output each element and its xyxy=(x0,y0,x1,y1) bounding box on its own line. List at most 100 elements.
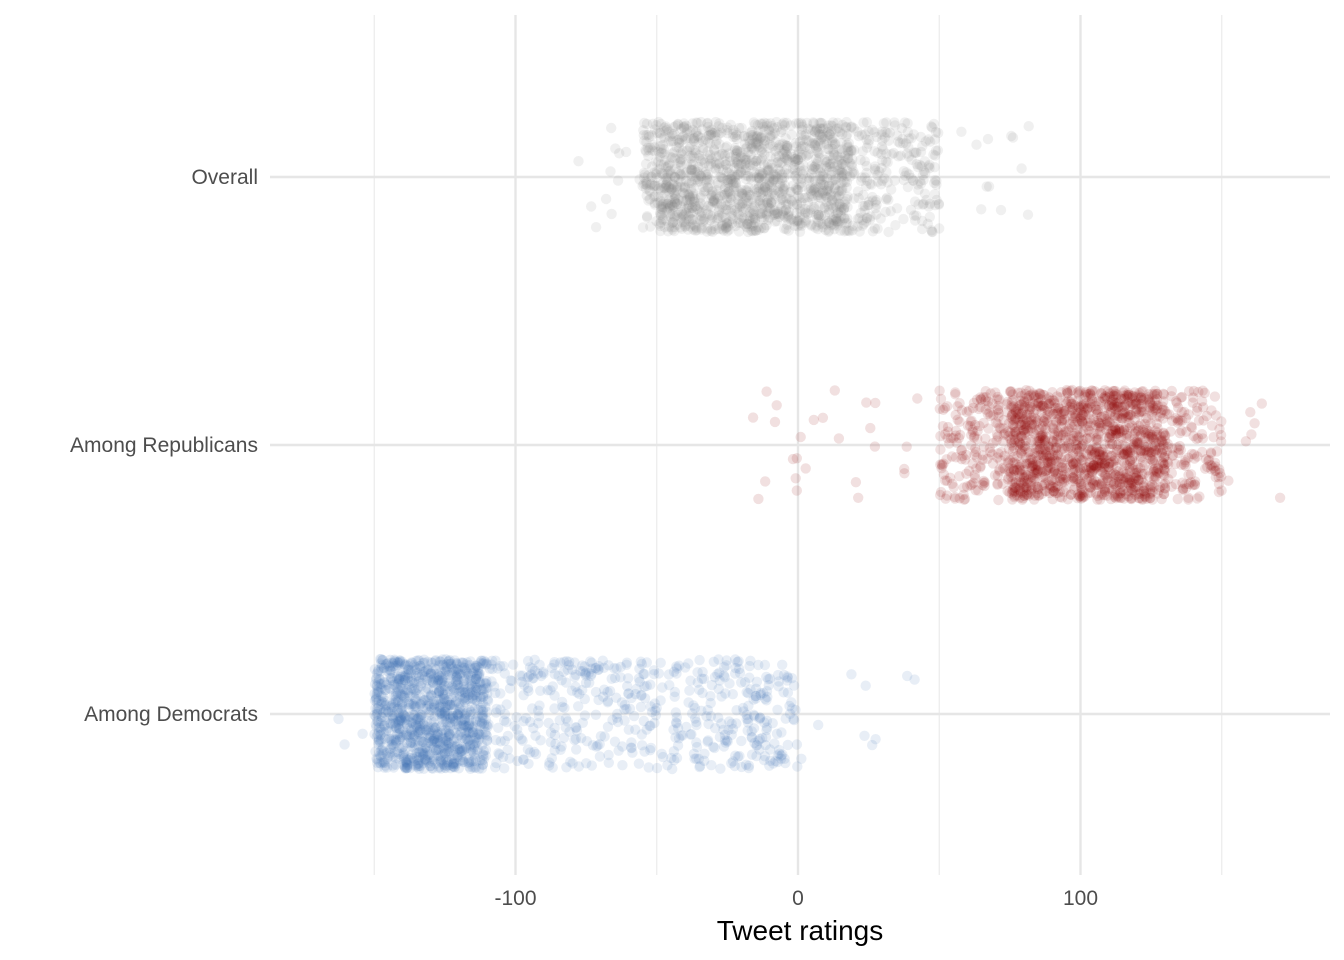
data-point xyxy=(736,188,747,199)
data-point xyxy=(1048,408,1060,420)
data-point xyxy=(1240,436,1252,447)
data-point xyxy=(828,132,839,143)
data-point xyxy=(413,727,424,738)
data-point xyxy=(893,151,904,162)
data-point xyxy=(870,397,881,409)
data-point xyxy=(453,707,464,718)
data-point xyxy=(782,154,793,165)
data-point xyxy=(734,199,745,210)
data-point xyxy=(641,657,652,668)
data-point xyxy=(730,154,742,165)
data-point xyxy=(852,186,864,197)
data-point xyxy=(720,737,731,748)
data-point xyxy=(657,201,668,212)
data-point xyxy=(786,129,797,140)
data-point xyxy=(862,200,874,211)
data-point xyxy=(744,159,755,171)
data-point xyxy=(1015,387,1026,398)
data-point xyxy=(841,131,852,142)
data-point xyxy=(740,221,752,232)
data-point xyxy=(719,156,731,167)
data-point xyxy=(687,202,698,213)
data-point xyxy=(642,170,654,181)
data-point xyxy=(761,209,772,221)
x-tick-label-0: -100 xyxy=(494,887,536,910)
data-point xyxy=(831,123,842,134)
data-point xyxy=(899,117,911,128)
data-point xyxy=(753,180,765,191)
data-point xyxy=(746,143,757,154)
data-point xyxy=(1187,392,1199,403)
data-point xyxy=(817,412,829,423)
data-point xyxy=(580,668,591,679)
data-point xyxy=(410,761,422,772)
data-point xyxy=(770,190,781,201)
data-point xyxy=(667,199,678,211)
data-point xyxy=(812,191,824,202)
data-point xyxy=(813,135,824,147)
data-point xyxy=(799,203,811,215)
data-point xyxy=(825,169,837,181)
data-point xyxy=(1128,475,1140,486)
data-point xyxy=(825,189,837,200)
data-point xyxy=(852,213,864,224)
data-point xyxy=(400,763,411,774)
data-point xyxy=(777,210,789,221)
data-point xyxy=(679,188,690,200)
data-point xyxy=(732,158,743,169)
data-point xyxy=(681,167,692,178)
data-point xyxy=(933,199,945,210)
data-point xyxy=(650,156,662,167)
data-point xyxy=(733,217,744,228)
data-point xyxy=(504,683,516,694)
data-point xyxy=(738,131,749,142)
data-point xyxy=(732,146,744,157)
data-point xyxy=(490,734,501,746)
data-point xyxy=(649,167,660,178)
data-point xyxy=(678,210,689,222)
data-points xyxy=(333,116,1286,775)
data-point xyxy=(808,118,820,129)
data-point xyxy=(649,146,661,157)
data-point xyxy=(681,721,692,733)
data-point xyxy=(769,188,780,200)
data-point xyxy=(772,164,784,175)
data-point xyxy=(721,222,732,233)
data-point xyxy=(721,141,732,152)
data-point xyxy=(757,732,768,744)
data-point xyxy=(872,176,884,187)
data-point xyxy=(790,170,801,181)
data-point xyxy=(948,482,959,493)
data-point xyxy=(695,170,706,182)
data-point xyxy=(678,118,690,129)
data-point xyxy=(689,164,700,175)
data-point xyxy=(833,433,845,444)
data-point xyxy=(564,656,575,667)
data-point xyxy=(667,224,678,235)
data-point xyxy=(549,657,560,668)
data-point xyxy=(822,183,834,195)
data-point xyxy=(425,668,436,680)
data-point xyxy=(669,691,680,702)
data-point xyxy=(712,193,723,204)
data-point xyxy=(836,170,848,181)
data-point xyxy=(1110,424,1121,435)
data-point xyxy=(978,417,989,429)
data-point xyxy=(665,168,677,179)
data-point xyxy=(917,169,929,181)
data-point xyxy=(752,131,763,142)
data-point xyxy=(778,148,789,159)
data-point xyxy=(607,714,618,726)
data-point xyxy=(772,756,783,768)
data-point xyxy=(853,492,864,503)
data-point xyxy=(653,116,664,128)
data-point xyxy=(1103,400,1115,411)
data-point xyxy=(555,744,566,755)
data-point xyxy=(827,143,838,155)
data-point xyxy=(493,748,504,759)
data-point xyxy=(695,210,707,221)
data-point xyxy=(709,671,721,683)
data-point xyxy=(915,176,926,187)
data-point xyxy=(677,209,688,220)
data-point xyxy=(924,198,936,209)
